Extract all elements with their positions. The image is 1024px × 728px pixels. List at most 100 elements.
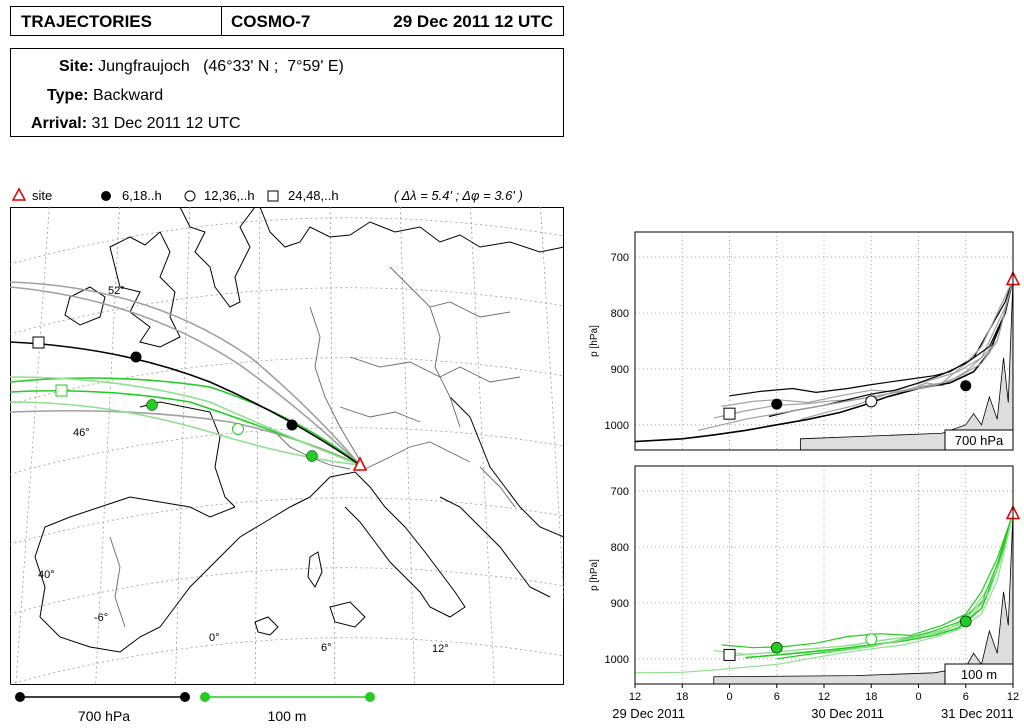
y-tick-label: 800	[611, 542, 629, 554]
legend-m3: 24,48,..h	[288, 188, 339, 203]
legend-m2: 12,36,..h	[204, 188, 255, 203]
panel-label-box	[944, 429, 1014, 451]
legend-green-label: 100 m	[268, 708, 307, 724]
legend-green-end-icon	[365, 692, 375, 702]
x-tick-label: 0	[726, 691, 732, 703]
y-axis-label: p [hPa]	[589, 559, 600, 591]
square-marker	[723, 407, 736, 420]
x-tick-label: 18	[865, 691, 877, 703]
traj-gray-2	[10, 286, 361, 466]
square-marker	[723, 648, 736, 661]
lat-40-label: 40°	[38, 569, 55, 581]
open-green-marker	[865, 633, 878, 646]
filled-circle-legend-icon	[101, 191, 111, 201]
square-marker-green	[55, 384, 68, 397]
y-tick-label: 800	[611, 308, 629, 320]
y-tick-label: 1000	[605, 654, 629, 666]
y-tick-label: 900	[611, 364, 629, 376]
lon-0-label: 0°	[209, 632, 220, 644]
lat-52-label: 52°	[108, 285, 125, 297]
site-legend-icon	[11, 187, 27, 201]
filled-green-marker	[959, 615, 972, 628]
type-label: Type:	[47, 87, 89, 104]
filled-circle-marker	[960, 380, 972, 392]
traj-gray-1	[10, 281, 361, 466]
date-label: 31 Dec 2011	[941, 706, 1014, 721]
legend-black-start-icon	[15, 692, 25, 702]
profile-chart-100m: 700 800 900 1000 p [hPa] 100 m 12 18 0 6 12 18 0 6 12 2…	[589, 465, 1020, 721]
type-value: Backward	[92, 87, 164, 104]
profile-chart-700hpa: 700 800 900 1000 p [hPa] 700 hPa	[589, 231, 1020, 451]
site-value: Jungfraujoch (46°33' N ; 7°59' E)	[98, 58, 344, 75]
open-circle-legend-icon	[184, 190, 196, 202]
y-axis-label: p [hPa]	[589, 325, 600, 357]
x-tick-label: 12	[629, 691, 641, 703]
bottom-legend: 700 hPa 100 m	[15, 692, 375, 724]
panel-label-box	[944, 663, 1014, 685]
x-tick-label: 6	[774, 691, 780, 703]
header-model: COSMO-7	[231, 12, 311, 31]
legend-green-start-icon	[200, 692, 210, 702]
arrival-label: Arrival:	[31, 115, 88, 132]
series-line	[800, 279, 1014, 420]
legend-black-label: 700 hPa	[78, 708, 130, 724]
x-tick-label: 12	[818, 691, 830, 703]
filled-circle-marker	[286, 419, 298, 431]
coastlines	[34, 207, 564, 653]
panel-label: 700 hPa	[955, 433, 1004, 448]
map-lat-lon-labels: 52° 46° 40° -6° 0° 6° 12°	[38, 285, 449, 655]
series-line	[823, 513, 1014, 654]
legend-resolution: ( Δλ = 5.4' ; Δφ = 3.6' )	[394, 188, 523, 203]
open-square-legend-icon	[267, 190, 279, 202]
open-circle-marker	[865, 395, 878, 408]
lon-12-label: 12°	[432, 643, 449, 655]
arrival-value: 31 Dec 2011 12 UTC	[91, 115, 241, 132]
header-date: 29 Dec 2011 12 UTC	[393, 12, 553, 31]
filled-circle-marker	[771, 398, 783, 410]
y-tick-label: 700	[611, 486, 629, 498]
x-tick-label: 0	[915, 691, 921, 703]
site-row: Site: Jungfraujoch (46°33' N ; 7°59' E)	[59, 58, 344, 76]
info-box: Site: Jungfraujoch (46°33' N ; 7°59' E) …	[10, 48, 564, 137]
date-label: 29 Dec 2011	[612, 706, 685, 721]
header-divider	[221, 7, 222, 35]
header-title: TRAJECTORIES	[21, 12, 152, 31]
legend: site 6,18..h 12,36,..h 24,48,..h ( Δλ = …	[11, 187, 523, 203]
arrival-row: Arrival: 31 Dec 2011 12 UTC	[31, 115, 241, 133]
y-tick-label: 700	[611, 252, 629, 264]
trajectory-map: 52° 46° 40° -6° 0° 6° 12°	[10, 207, 564, 685]
plot-frame	[634, 231, 1014, 451]
x-tick-label: 12	[1007, 691, 1019, 703]
square-marker-black	[32, 336, 45, 349]
type-row: Type: Backward	[47, 87, 163, 105]
filled-green-marker	[770, 641, 783, 654]
series-line	[713, 513, 1014, 656]
site-label: Site:	[59, 58, 94, 75]
filled-circle-marker	[130, 351, 142, 363]
x-tick-label: 18	[676, 691, 688, 703]
header-box: TRAJECTORIES COSMO-7 29 Dec 2011 12 UTC	[10, 6, 564, 36]
legend-black-end-icon	[180, 692, 190, 702]
legend-site: site	[32, 188, 52, 203]
terrain-area	[799, 279, 1014, 451]
lat-46-label: 46°	[73, 427, 90, 439]
map-markers	[32, 336, 368, 471]
filled-green-marker	[146, 399, 158, 411]
filled-green-marker	[306, 450, 318, 462]
traj-green-4	[10, 376, 361, 466]
legend-m1: 6,18..h	[122, 188, 162, 203]
traj-black	[10, 341, 361, 466]
panel-label: 100 m	[961, 667, 997, 682]
series-line	[713, 279, 1014, 419]
series-line	[721, 513, 1014, 649]
series-line	[634, 513, 1014, 674]
x-tick-label: 6	[963, 691, 969, 703]
lon-6-label: 6°	[321, 642, 332, 654]
date-label: 30 Dec 2011	[811, 706, 884, 721]
series-line	[776, 513, 1014, 660]
y-tick-label: 1000	[605, 420, 629, 432]
y-tick-label: 900	[611, 598, 629, 610]
borders	[109, 266, 521, 628]
series-line	[745, 513, 1014, 659]
terrain-area	[713, 513, 1014, 685]
